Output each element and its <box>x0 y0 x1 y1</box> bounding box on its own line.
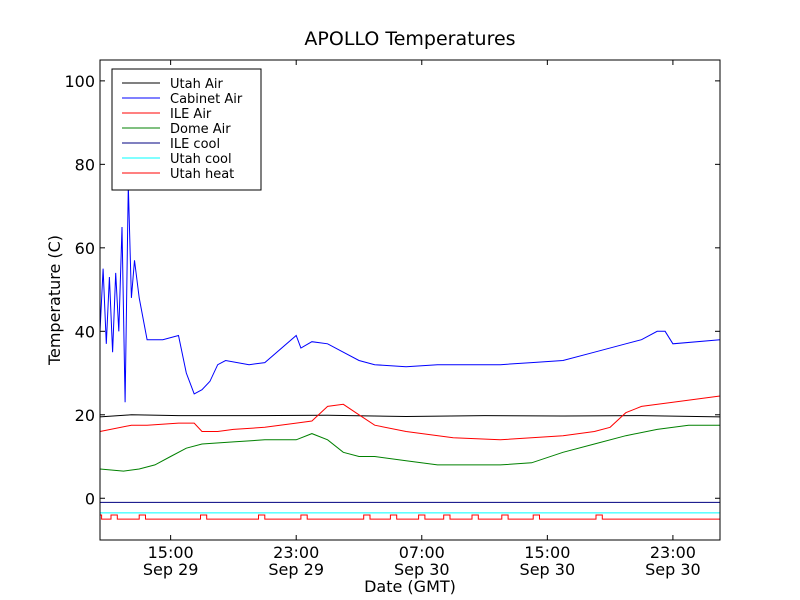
series-line-cabinet-air <box>99 185 721 403</box>
legend-label-ile-air: ILE Air <box>170 107 212 122</box>
x-tick-label-time: 15:00 <box>148 543 194 562</box>
legend-label-ile-cool: ILE cool <box>170 137 220 152</box>
chart-title: APOLLO Temperatures <box>304 28 515 50</box>
series-line-ile-air <box>99 395 721 441</box>
y-tick-label: 20 <box>75 406 95 425</box>
series-line-utah-heat <box>99 514 720 520</box>
x-axis-title: Date (GMT) <box>364 577 456 596</box>
series-line-utah-air <box>99 414 721 418</box>
plot-area <box>99 185 721 520</box>
series-line-dome-air <box>99 424 720 472</box>
y-tick-label: 40 <box>75 322 95 341</box>
x-tick-label-date: Sep 30 <box>520 560 576 579</box>
y-tick-label: 60 <box>75 239 95 258</box>
axes-frame <box>99 59 721 541</box>
legend-box <box>111 68 262 191</box>
x-tick-label-date: Sep 29 <box>268 560 324 579</box>
y-tick-label: 80 <box>75 155 95 174</box>
x-tick-label-time: 23:00 <box>273 543 319 562</box>
legend-label-utah-heat: Utah heat <box>170 167 234 182</box>
legend-label-utah-cool: Utah cool <box>170 152 232 167</box>
legend-label-cabinet-air: Cabinet Air <box>170 92 243 107</box>
y-tick-label: 100 <box>64 72 95 91</box>
x-tick-label-time: 15:00 <box>524 543 570 562</box>
x-tick-label-time: 23:00 <box>650 543 696 562</box>
y-axis-title: Temperature (C) <box>45 235 64 366</box>
legend-label-dome-air: Dome Air <box>170 122 231 137</box>
y-tick-label: 0 <box>85 489 95 508</box>
legend-label-utah-air: Utah Air <box>170 77 223 92</box>
axes-border <box>99 59 721 541</box>
x-tick-label-time: 07:00 <box>399 543 445 562</box>
x-tick-label-date: Sep 29 <box>143 560 199 579</box>
x-tick-label-date: Sep 30 <box>394 560 450 579</box>
x-tick-label-date: Sep 30 <box>645 560 701 579</box>
